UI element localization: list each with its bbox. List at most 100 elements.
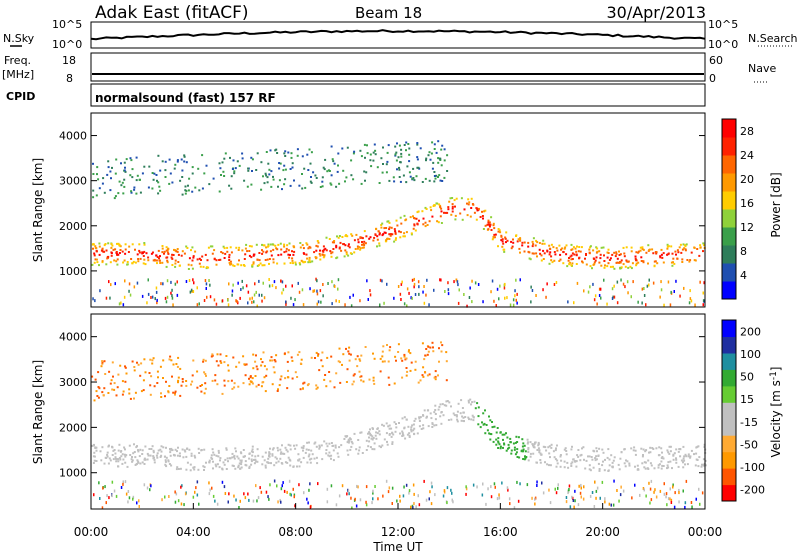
echo-point [94, 299, 96, 303]
echo-point [413, 224, 416, 227]
echo-point [491, 426, 494, 429]
colorbar-tick-label: 4 [740, 269, 747, 282]
echo-point [106, 173, 109, 176]
echo-point [456, 280, 459, 284]
echo-point [102, 394, 105, 397]
echo-point [191, 267, 194, 270]
echo-point [112, 458, 115, 461]
echo-point [153, 385, 156, 388]
echo-point [315, 351, 318, 354]
echo-point [575, 460, 578, 463]
power-ylabel: Slant Range [km] [31, 158, 45, 262]
echo-point [645, 449, 648, 452]
echo-point [195, 486, 197, 490]
echo-point [260, 358, 262, 361]
echo-point [430, 152, 433, 155]
echo-point [497, 441, 500, 444]
echo-point [391, 502, 393, 505]
echo-point [438, 174, 441, 177]
echo-point [102, 486, 104, 490]
echo-point [310, 356, 313, 359]
echo-point [210, 456, 213, 459]
echo-point [542, 491, 545, 495]
echo-point [240, 463, 243, 466]
echo-point [577, 250, 580, 253]
echo-point [365, 503, 368, 507]
echo-point [571, 258, 574, 260]
echo-point [580, 246, 583, 249]
echo-point [491, 421, 493, 423]
echo-point [580, 483, 582, 487]
echo-point [537, 447, 540, 450]
echo-point [333, 386, 336, 389]
echo-point [524, 455, 526, 458]
echo-point [183, 160, 186, 163]
echo-point [129, 293, 132, 297]
echo-point [671, 264, 674, 267]
echo-point [579, 250, 582, 253]
echo-point [142, 262, 145, 265]
echo-point [682, 457, 685, 460]
echo-point [430, 481, 433, 485]
echo-point [394, 355, 397, 358]
echo-point [182, 456, 185, 459]
echo-point [694, 464, 697, 467]
echo-point [485, 502, 487, 506]
echo-point [574, 499, 576, 503]
echo-point [623, 255, 626, 258]
echo-point [275, 354, 278, 357]
echo-point [349, 252, 352, 255]
echo-point [109, 189, 112, 192]
echo-point [326, 356, 329, 359]
echo-point [218, 162, 221, 165]
echo-point [314, 357, 316, 359]
echo-point [515, 435, 518, 438]
echo-point [451, 207, 454, 210]
echo-point [272, 261, 275, 264]
echo-point [542, 445, 545, 448]
echo-point [272, 258, 275, 261]
echo-point [285, 448, 288, 451]
echo-point [698, 456, 701, 459]
echo-point [466, 304, 468, 308]
echo-point [135, 179, 138, 182]
echo-point [191, 380, 194, 383]
echo-point [467, 203, 470, 206]
echo-point [260, 188, 263, 191]
echo-point [684, 501, 687, 505]
echo-point [326, 487, 329, 491]
echo-point [203, 392, 206, 395]
echo-point [245, 243, 248, 246]
echo-point [135, 463, 138, 466]
echo-point [697, 465, 700, 468]
echo-point [475, 207, 478, 210]
echo-point [584, 467, 587, 470]
echo-point [544, 461, 546, 464]
echo-point [500, 239, 503, 242]
echo-point [309, 482, 311, 486]
echo-point [299, 242, 302, 244]
echo-point [151, 359, 154, 362]
echo-point [240, 264, 243, 267]
echo-point [472, 416, 475, 419]
echo-point [538, 451, 541, 454]
echo-point [388, 179, 391, 182]
echo-point [702, 242, 705, 245]
echo-point [287, 249, 290, 252]
echo-point [162, 282, 164, 286]
echo-point [624, 265, 627, 268]
echo-point [331, 158, 334, 161]
echo-point [671, 467, 673, 470]
echo-point [100, 459, 103, 462]
echo-point [250, 458, 253, 461]
echo-point [284, 446, 287, 449]
echo-point [498, 493, 500, 497]
echo-point [323, 248, 326, 251]
echo-point [102, 177, 105, 180]
echo-point [521, 244, 524, 247]
echo-point [603, 260, 606, 262]
echo-point [330, 183, 333, 186]
echo-point [425, 498, 428, 502]
echo-point [543, 252, 546, 255]
echo-point [666, 247, 669, 250]
